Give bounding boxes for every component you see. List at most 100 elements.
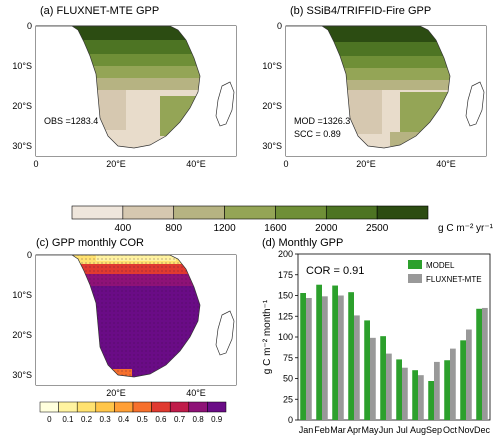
cor-colorbar: 0 0.1 0.2 0.3 0.4 0.5 0.6 0.7 0.8 0.9 bbox=[39, 401, 227, 424]
bar-model-dec bbox=[476, 308, 482, 420]
legend-label-model: MODEL bbox=[426, 261, 455, 270]
panel-a-xticks: 0 20°E 40°E bbox=[33, 159, 205, 169]
bar-fluxnet-mte-jul bbox=[402, 367, 408, 420]
c-xtick-1: 20°E bbox=[106, 388, 126, 398]
panel-c: (c) GPP monthly COR 0 1 bbox=[12, 237, 237, 398]
bar-fluxnet-mte-aug bbox=[418, 375, 424, 420]
cor-annotation: COR = 0.91 bbox=[306, 265, 364, 277]
cor-colorbar-label: 0.5 bbox=[137, 415, 149, 424]
b-xtick-1: 20°E bbox=[356, 159, 376, 169]
a-xtick-1: 20°E bbox=[106, 159, 126, 169]
a-ytick-3: 30°S bbox=[12, 141, 32, 151]
y-tick-label: 100 bbox=[278, 332, 293, 342]
a-ytick-1: 10°S bbox=[12, 61, 32, 71]
x-tick-label: Mar bbox=[330, 425, 346, 435]
gpp-colorbar-label: 2000 bbox=[315, 223, 338, 234]
cor-colorbar-swatch bbox=[151, 401, 171, 413]
y-tick-label: 125 bbox=[278, 311, 293, 321]
gpp-colorbar-label: 400 bbox=[115, 223, 132, 234]
a-ytick-2: 20°S bbox=[12, 101, 32, 111]
x-tick-label: Jul bbox=[396, 425, 408, 435]
bar-model-nov bbox=[460, 340, 466, 420]
a-xtick-2: 40°E bbox=[186, 159, 206, 169]
b-ytick-2: 20°S bbox=[262, 101, 282, 111]
x-tick-label: Oct bbox=[443, 425, 458, 435]
y-tick-label: 150 bbox=[278, 291, 293, 301]
x-tick-label: Jun bbox=[379, 425, 394, 435]
bar-model-sep bbox=[428, 380, 434, 420]
bar-model-jan bbox=[300, 293, 306, 420]
gpp-colorbar-label: 2500 bbox=[366, 223, 389, 234]
a-xtick-0: 0 bbox=[33, 159, 38, 169]
cor-colorbar-swatch bbox=[188, 401, 208, 413]
panel-b-yticks: 0 10°S 20°S 30°S bbox=[262, 21, 282, 151]
cor-colorbar-swatch bbox=[58, 401, 78, 413]
gpp-colorbar-swatch bbox=[173, 205, 225, 220]
bar-fluxnet-mte-jan bbox=[306, 297, 312, 420]
c-ytick-0: 0 bbox=[27, 250, 32, 260]
b-ytick-0: 0 bbox=[277, 21, 282, 31]
a-ytick-0: 0 bbox=[27, 21, 32, 31]
y-tick-label: 175 bbox=[278, 270, 293, 280]
x-tick-label: May bbox=[361, 425, 379, 435]
y-tick-label: 75 bbox=[283, 353, 293, 363]
legend-swatch-model bbox=[408, 260, 422, 269]
b-ytick-3: 30°S bbox=[262, 141, 282, 151]
gpp-colorbar-label: 1200 bbox=[213, 223, 236, 234]
x-tick-label: Apr bbox=[347, 425, 361, 435]
cor-colorbar-label: 0.9 bbox=[211, 415, 223, 424]
panel-c-xticks: 20°E 40°E bbox=[106, 388, 206, 398]
gpp-colorbar-label: 800 bbox=[165, 223, 182, 234]
gpp-colorbar-swatch bbox=[122, 205, 175, 220]
y-axis-label: g C m⁻² month⁻¹ bbox=[262, 299, 273, 374]
cor-colorbar-swatch bbox=[114, 401, 134, 413]
bar-model-oct bbox=[444, 360, 450, 420]
cor-colorbar-label: 0.4 bbox=[118, 415, 130, 424]
gpp-colorbar-swatch bbox=[325, 205, 378, 220]
bar-model-jun bbox=[380, 336, 386, 420]
bar-model-feb bbox=[316, 284, 322, 420]
y-tick-label: 25 bbox=[283, 394, 293, 404]
gpp-colorbar-swatch bbox=[275, 205, 327, 220]
cor-colorbar-label: 0.8 bbox=[193, 415, 205, 424]
cor-colorbar-label: 0 bbox=[47, 415, 52, 424]
cor-colorbar-label: 0.7 bbox=[174, 415, 186, 424]
x-tick-label: Jan bbox=[299, 425, 314, 435]
bar-model-aug bbox=[412, 370, 418, 420]
x-tick-label: Dec bbox=[474, 425, 491, 435]
c-ytick-3: 30°S bbox=[12, 370, 32, 380]
y-tick-label: 200 bbox=[278, 249, 293, 259]
panel-b: (b) SSiB4/TRIFFID-Fire GPP bbox=[262, 5, 487, 169]
panel-a-obs: OBS =1283.4 bbox=[44, 116, 98, 126]
panel-c-title: (c) GPP monthly COR bbox=[36, 237, 144, 249]
y-tick-label: 50 bbox=[283, 374, 293, 384]
gpp-colorbar-unit: g C m⁻² yr⁻¹ bbox=[438, 223, 494, 234]
cor-colorbar-swatch bbox=[169, 401, 190, 413]
bar-model-mar bbox=[332, 285, 338, 420]
bar-fluxnet-mte-apr bbox=[354, 315, 360, 420]
x-tick-label: Sep bbox=[426, 425, 442, 435]
bar-fluxnet-mte-dec bbox=[482, 307, 488, 420]
x-tick-label: Aug bbox=[410, 425, 426, 435]
legend-label-fluxnet-mte: FLUXNET-MTE bbox=[426, 275, 482, 284]
panel-b-xticks: 0 20°E 40°E bbox=[283, 159, 455, 169]
cor-colorbar-label: 0.3 bbox=[100, 415, 112, 424]
panel-d: (d) Monthly GPP 0 25 50 75 100 125 150 175 200 Ja… bbox=[262, 237, 490, 435]
bar-fluxnet-mte-may bbox=[370, 337, 376, 420]
cor-colorbar-label: 0.2 bbox=[81, 415, 93, 424]
c-ytick-1: 10°S bbox=[12, 290, 32, 300]
b-xtick-2: 40°E bbox=[436, 159, 456, 169]
gpp-colorbar-swatch bbox=[376, 205, 429, 220]
bar-model-apr bbox=[348, 292, 354, 420]
bar-model-jul bbox=[396, 359, 402, 420]
cor-colorbar-swatch bbox=[95, 401, 115, 413]
panel-d-title: (d) Monthly GPP bbox=[262, 237, 343, 249]
panel-a: (a) FLUXNET-MTE GPP OBS =1283.4 0 10°S 2… bbox=[12, 5, 237, 169]
cor-colorbar-swatch bbox=[207, 401, 227, 413]
cor-colorbar-swatch bbox=[132, 401, 152, 413]
b-xtick-0: 0 bbox=[283, 159, 288, 169]
bar-fluxnet-mte-mar bbox=[338, 295, 344, 420]
gpp-colorbar-swatch bbox=[71, 205, 124, 220]
c-xtick-2: 40°E bbox=[186, 388, 206, 398]
